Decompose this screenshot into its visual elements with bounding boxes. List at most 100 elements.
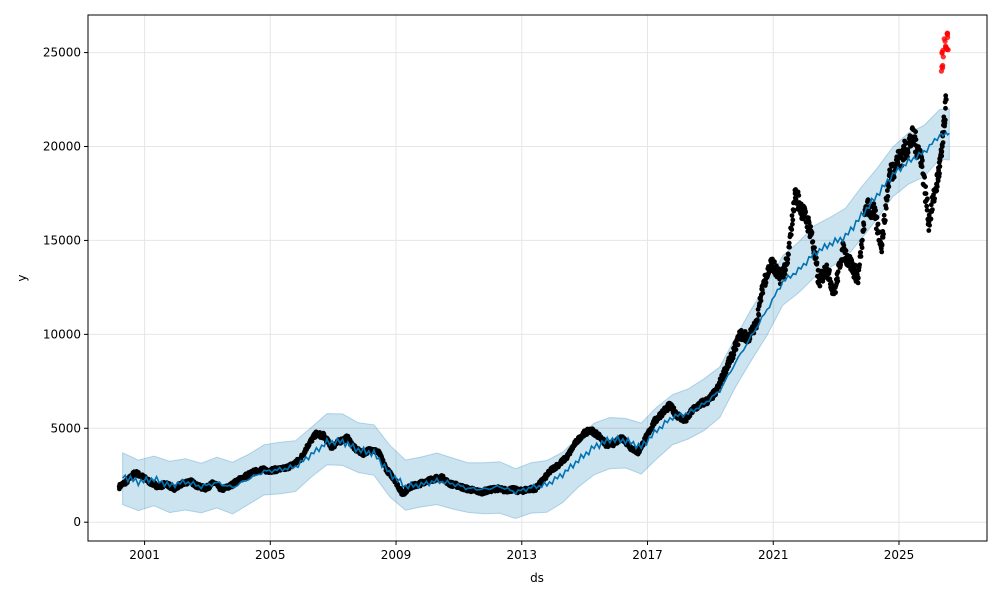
observed-point: [855, 280, 861, 286]
observed-point: [920, 158, 925, 163]
observed-point: [790, 221, 795, 227]
forecast-line: [122, 131, 950, 496]
observed-point: [313, 431, 319, 437]
observed-point: [376, 450, 382, 456]
observed-point: [928, 202, 934, 208]
observed-point: [643, 435, 649, 441]
observed-point: [737, 331, 743, 337]
observed-point: [132, 469, 138, 476]
observed-point: [478, 489, 484, 495]
observed-point: [250, 469, 256, 476]
observed-point: [894, 158, 901, 165]
observed-point: [742, 329, 748, 334]
y-tick-label: 10000: [43, 327, 81, 341]
observed-point: [925, 196, 930, 202]
y-axis-label: y: [15, 274, 29, 281]
y-tick-label: 5000: [50, 421, 81, 435]
observed-point: [761, 279, 767, 285]
observed-point: [926, 228, 932, 233]
uncertainty-band-area: [122, 108, 950, 520]
observed-point: [788, 232, 794, 238]
observed-point: [242, 473, 248, 479]
observed-point: [682, 418, 688, 424]
outlier-points: [938, 30, 951, 74]
observed-point: [874, 214, 880, 220]
y-tick-label: 20000: [43, 140, 81, 154]
observed-point: [871, 201, 877, 207]
observed-point: [344, 435, 350, 441]
observed-point: [784, 260, 790, 266]
observed-point: [930, 207, 935, 213]
observed-point: [760, 290, 766, 296]
observed-point: [879, 249, 885, 255]
observed-point: [917, 148, 923, 153]
x-tick-label: 2017: [632, 548, 663, 562]
observed-point: [733, 347, 739, 352]
observed-point: [885, 194, 891, 199]
forecast-line-path: [122, 131, 950, 496]
observed-point: [203, 485, 209, 491]
x-tick-label: 2009: [381, 548, 412, 562]
observed-point: [789, 213, 795, 219]
observed-point: [858, 254, 864, 259]
observed-point: [937, 164, 943, 169]
observed-point: [769, 260, 775, 266]
observed-point: [831, 290, 838, 296]
observed-point: [835, 269, 841, 275]
observed-point: [218, 486, 225, 492]
observed-point: [549, 467, 555, 473]
observed-point: [883, 205, 889, 211]
observed-point: [651, 420, 657, 426]
x-tick-label: 2005: [255, 548, 286, 562]
observed-point: [860, 237, 865, 243]
observed-point: [789, 227, 795, 233]
observed-point: [824, 266, 830, 272]
outlier-point: [945, 47, 951, 53]
observed-point: [782, 271, 788, 277]
observed-point: [812, 245, 817, 251]
x-tick-label: 2021: [758, 548, 789, 562]
observed-point: [881, 212, 887, 218]
observed-point: [627, 444, 633, 450]
observed-point: [793, 196, 799, 202]
observed-point: [882, 218, 888, 224]
observed-point: [855, 275, 861, 281]
observed-point: [806, 220, 812, 226]
observed-point: [926, 212, 932, 218]
observed-point: [926, 219, 932, 225]
observed-point: [817, 283, 823, 289]
outlier-point: [939, 49, 945, 55]
observed-point: [847, 260, 853, 266]
x-tick-label: 2025: [884, 548, 915, 562]
observed-point: [588, 427, 594, 433]
x-axis-label: ds: [530, 571, 544, 585]
observed-point: [881, 231, 886, 237]
observed-point: [931, 192, 936, 198]
observed-point: [932, 196, 937, 202]
y-tick-label: 0: [73, 515, 81, 529]
observed-point: [923, 184, 928, 190]
observed-point: [939, 149, 945, 155]
observed-point: [814, 260, 820, 266]
y-axis-ticks: 0 5000 10000 15000 20000 25000: [43, 46, 88, 529]
observed-point: [564, 453, 570, 460]
observed-point: [800, 209, 806, 215]
x-axis-ticks: 2001 2005 2009 2013 2017 2021 2025: [129, 541, 914, 562]
outlier-point: [938, 68, 945, 74]
observed-point: [943, 105, 948, 111]
y-tick-label: 25000: [43, 46, 81, 60]
observed-point: [735, 342, 741, 348]
observed-point: [934, 181, 940, 187]
observed-point: [234, 478, 240, 484]
observed-point: [787, 244, 792, 250]
observed-point: [399, 491, 405, 497]
observed-point: [156, 483, 162, 490]
y-tick-label: 15000: [43, 233, 81, 247]
observed-point: [852, 262, 858, 268]
observed-point: [116, 483, 123, 490]
observed-point: [824, 262, 830, 268]
observed-point: [943, 93, 949, 99]
observed-point: [580, 431, 586, 437]
